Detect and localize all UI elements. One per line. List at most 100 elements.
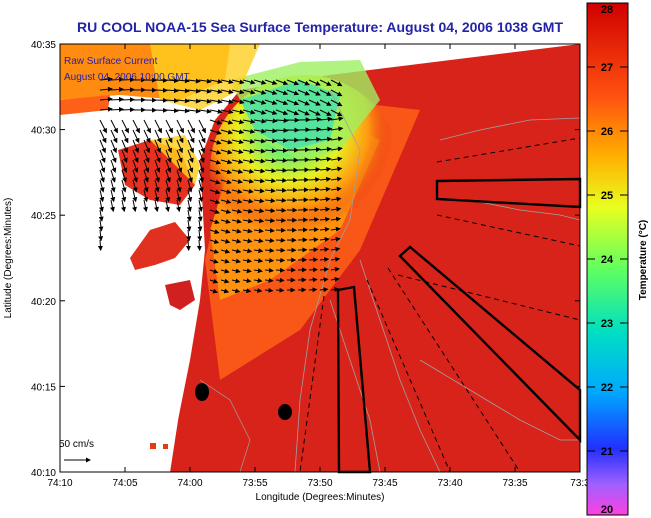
current-vector (242, 118, 256, 124)
current-vector (176, 88, 190, 94)
current-vector (319, 206, 331, 212)
current-vector (275, 79, 289, 86)
current-vector (330, 79, 343, 87)
current-vector (275, 227, 286, 233)
current-vector (154, 169, 160, 183)
current-vector (99, 106, 113, 112)
current-vector (275, 197, 287, 203)
current-vector (308, 267, 318, 273)
current-vector (319, 136, 333, 142)
current-vector (121, 87, 135, 93)
y-tick-label: 40:30 (31, 126, 56, 137)
current-vector (308, 147, 321, 153)
current-label-title: Raw Surface Current (64, 56, 158, 67)
current-vector (275, 89, 289, 96)
current-vector (231, 248, 242, 254)
current-vector (231, 218, 242, 224)
current-vector (132, 189, 138, 203)
current-vector (220, 179, 232, 185)
current-vector (209, 109, 223, 114)
current-vector (275, 267, 285, 273)
current-vector (231, 188, 243, 194)
current-vector (198, 199, 203, 213)
current-vector (154, 119, 162, 134)
current-vector (275, 167, 288, 173)
current-vector (143, 169, 149, 183)
current-vector (253, 198, 265, 204)
current-vector (242, 238, 253, 244)
current-vector (220, 99, 234, 105)
current-vector (319, 146, 332, 152)
x-tick-label: 73:55 (242, 478, 267, 489)
current-vector (143, 149, 150, 164)
current-vector (209, 89, 223, 94)
current-vector (220, 228, 231, 234)
current-vector (187, 159, 194, 173)
x-tick-label: 74:10 (47, 478, 72, 489)
current-vector (187, 199, 192, 213)
current-vector (308, 167, 321, 173)
current-vector (319, 287, 329, 293)
current-vector (319, 216, 331, 222)
current-vector (286, 99, 300, 106)
current-vector (253, 248, 264, 254)
x-tick-label: 73:50 (307, 478, 332, 489)
current-vector (253, 128, 267, 134)
current-vector (209, 99, 223, 104)
current-vector (308, 207, 320, 213)
current-vector (253, 188, 265, 194)
current-vector (275, 277, 285, 283)
current-vector (319, 109, 332, 116)
current-vector (231, 119, 245, 125)
current-vector (297, 99, 310, 106)
current-vector (154, 149, 161, 164)
current-vector (176, 169, 182, 183)
current-vector (154, 159, 161, 173)
current-vector (330, 116, 344, 122)
current-vector (110, 119, 118, 134)
current-vector (286, 109, 300, 116)
current-vector (242, 99, 256, 105)
current-vector (242, 228, 253, 234)
current-vector (132, 119, 140, 134)
current-vector (209, 278, 219, 284)
current-vector (220, 219, 231, 224)
current-vector (319, 186, 331, 192)
colorbar-tick-label: 23 (601, 318, 613, 330)
current-vector (330, 146, 343, 152)
colorbar-tick-label: 28 (601, 4, 613, 16)
current-vector (132, 199, 137, 213)
current-vector (242, 109, 256, 115)
current-vector (165, 179, 171, 193)
current-vector (209, 288, 219, 294)
current-vector (99, 149, 106, 164)
current-vector (165, 78, 179, 84)
map-title: RU COOL NOAA-15 Sea Surface Temperature:… (76, 19, 563, 35)
current-vector (275, 217, 287, 223)
current-vector (308, 237, 319, 243)
current-vector (143, 179, 149, 193)
current-vector (110, 149, 117, 164)
current-vector (330, 256, 341, 262)
current-vector (143, 199, 148, 213)
current-vector (231, 129, 245, 135)
current-vector (231, 169, 244, 174)
current-vector (231, 89, 245, 95)
current-vector (330, 236, 341, 242)
current-vector (330, 226, 341, 232)
current-vector (275, 207, 287, 213)
current-vector (319, 166, 332, 172)
current-vector (264, 178, 277, 184)
current-vector (220, 278, 230, 284)
current-vector (110, 106, 124, 112)
current-vector (220, 149, 233, 155)
current-vector (231, 99, 245, 105)
current-vector (253, 138, 267, 144)
current-vector (242, 148, 255, 154)
current-vector (242, 168, 255, 174)
current-vector (176, 199, 181, 213)
current-vector (242, 89, 256, 95)
current-vector (154, 179, 160, 193)
current-vector (220, 89, 234, 95)
current-vector (220, 159, 233, 165)
